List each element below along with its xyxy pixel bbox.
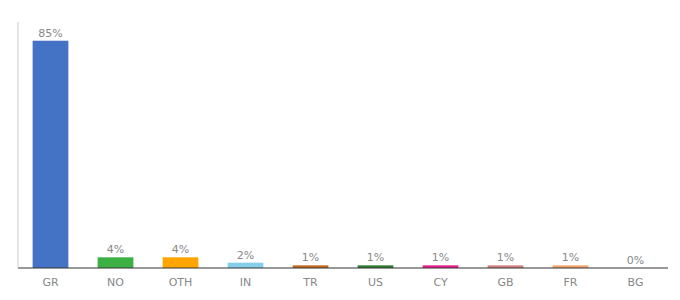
x-tick-label: US: [368, 276, 383, 289]
x-tick-label: IN: [240, 276, 251, 289]
bar: [228, 263, 264, 268]
x-tick-label: CY: [433, 276, 447, 289]
data-label: 1%: [497, 251, 514, 264]
data-label: 2%: [237, 249, 254, 262]
x-tick-label: OTH: [169, 276, 193, 289]
data-label: 4%: [172, 243, 189, 256]
bars: [33, 41, 589, 268]
x-tick-label: FR: [564, 276, 578, 289]
x-tick-label: GB: [497, 276, 513, 289]
data-label: 1%: [367, 251, 384, 264]
data-label: 1%: [432, 251, 449, 264]
bar: [33, 41, 69, 268]
y-axis-line: [18, 22, 19, 268]
data-label: 1%: [302, 251, 319, 264]
x-tick-label: TR: [302, 276, 318, 289]
chart-svg: 85% 4% 4% 2% 1% 1% 1% 1% 1% 0% GR NO OTH IN TR US CY GB FR…: [0, 0, 680, 300]
data-label: 4%: [107, 243, 124, 256]
bar: [98, 257, 134, 268]
bar: [163, 257, 199, 268]
x-tick-label: BG: [628, 276, 644, 289]
x-tick-label: GR: [42, 276, 59, 289]
x-tick-label: NO: [107, 276, 124, 289]
data-label: 85%: [38, 27, 62, 40]
data-label: 1%: [562, 251, 579, 264]
chart-container: 85% 4% 4% 2% 1% 1% 1% 1% 1% 0% GR NO OTH IN TR US CY GB FR…: [0, 0, 680, 300]
x-axis-line: [18, 267, 668, 268]
data-label: 0%: [627, 254, 644, 267]
